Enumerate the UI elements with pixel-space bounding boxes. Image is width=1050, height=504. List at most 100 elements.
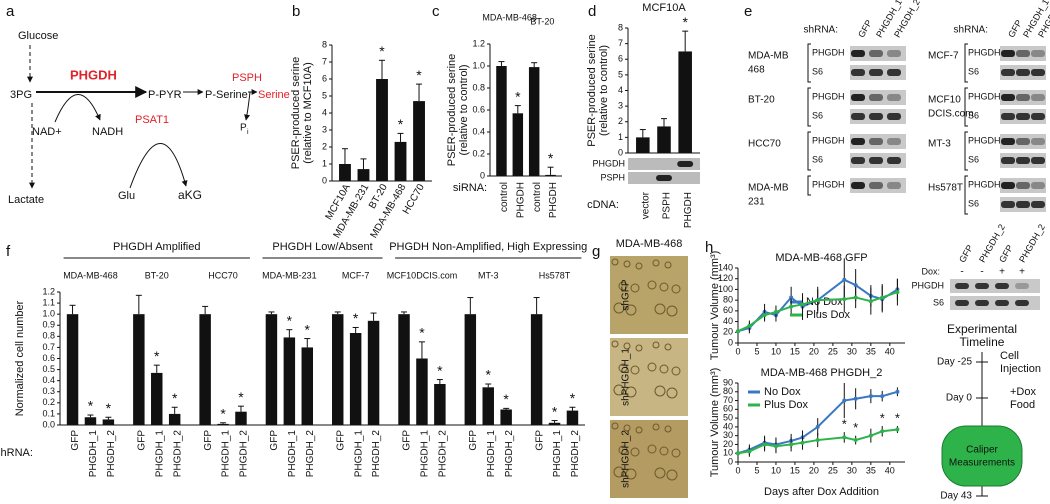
y-tick-label: 20 (723, 327, 733, 337)
blot-band (887, 138, 901, 145)
blot-header: shRNA: (804, 25, 838, 36)
cell (625, 468, 637, 480)
dox-sign: - (960, 267, 963, 278)
bar (283, 337, 296, 425)
y-tick-label: 4 (618, 85, 623, 95)
x-tick-label: 40 (885, 465, 895, 475)
y-axis-label: (relative to MCF10A) (302, 62, 314, 163)
arrow (244, 91, 251, 121)
chart-title: MCF10A (642, 2, 686, 14)
bar (528, 67, 540, 176)
y-tick-label: 0.2 (42, 397, 55, 407)
cell-line: 231 (748, 197, 765, 208)
significance: * (106, 400, 112, 416)
bar (398, 314, 410, 425)
cell (671, 284, 681, 294)
legend-label: No Dox (764, 386, 801, 398)
cell (654, 303, 666, 315)
node: aKG (178, 188, 202, 202)
bracket (807, 43, 811, 83)
blot-band (1016, 50, 1030, 57)
cell (618, 445, 628, 455)
blot-label: PSPH (600, 172, 625, 182)
enzyme: PSAT1 (135, 114, 169, 126)
section-title: PHGDH Amplified (113, 241, 200, 253)
lane-label: PHGDH_2 (1017, 222, 1047, 264)
band-label: PHGDH (968, 179, 1001, 189)
bar (102, 419, 115, 425)
group-label: MT-3 (478, 270, 499, 280)
node: Serine (258, 89, 290, 101)
x-tick-label: GFP (534, 430, 545, 451)
y-tick-label: 0.1 (42, 408, 55, 418)
cell (611, 258, 619, 266)
x-tick-label: PSPH (662, 192, 673, 219)
image-label: shPHGDH_1 (621, 348, 632, 406)
x-tick-label: PHGDH_2 (570, 430, 581, 478)
cell (613, 466, 625, 478)
cell (625, 304, 637, 316)
y-tick-label: 60 (723, 404, 733, 414)
cell (671, 366, 681, 376)
blot-band (851, 113, 865, 120)
band-label: S6 (968, 110, 979, 120)
panel-letter: b (292, 3, 300, 20)
y-tick-label: 1.1 (42, 297, 55, 307)
bracket (964, 131, 968, 171)
node: Lactate (8, 194, 44, 206)
legend-label: Plus Dox (806, 309, 851, 321)
micrograph (610, 420, 688, 498)
blot-band (1016, 182, 1030, 189)
blot-band (1031, 157, 1045, 164)
node: NAD+ (32, 126, 62, 138)
y-axis-label: Normalized cell number (14, 300, 26, 416)
band-label: PHGDH (911, 280, 944, 290)
cell (630, 365, 640, 375)
y-tick-label: 7 (322, 56, 327, 66)
y-tick-label: 10 (723, 448, 733, 458)
x-tick-label: control (532, 182, 543, 212)
blot-band (1016, 138, 1030, 145)
group-label: BT-20 (145, 270, 169, 280)
blot-band (869, 94, 883, 101)
y-axis-label: PSER-produced serine (446, 54, 458, 167)
blot-band (1031, 138, 1045, 145)
bar (301, 347, 314, 425)
y-tick-label: 8 (322, 39, 327, 49)
x-tick-label: 15 (790, 346, 800, 356)
cell (623, 342, 631, 350)
chart-title: MDA-MB-468 GFP (775, 252, 867, 264)
series-line (737, 390, 898, 455)
blot-band (1031, 69, 1045, 76)
bar (548, 422, 561, 425)
blot-band (656, 175, 672, 181)
blot-band (851, 50, 865, 57)
x-axis-label: shRNA: (0, 447, 33, 459)
significance: * (880, 410, 885, 425)
band-label: PHGDH (812, 47, 845, 57)
cell (659, 282, 669, 292)
y-tick-label: 5 (618, 69, 623, 79)
chart-title: MDA-MB-468 PHGDH_2 (761, 367, 883, 379)
cell (618, 281, 628, 291)
y-tick-label: 2 (618, 116, 623, 126)
y-tick-label: 80 (723, 295, 733, 305)
x-tick-label: PHGDH_2 (106, 430, 117, 478)
enzyme: PHGDH (70, 67, 117, 82)
blot-band (1001, 157, 1015, 164)
bar (217, 423, 229, 425)
cell (623, 260, 631, 268)
panel-letter: d (588, 3, 596, 20)
x-tick-label: PHGDH_1 (552, 430, 563, 478)
bracket (807, 175, 811, 196)
x-tick-label: 0 (735, 346, 740, 356)
node: 3PG (10, 89, 32, 101)
significance: * (238, 389, 244, 405)
series-line (737, 291, 898, 333)
blot-band (887, 182, 901, 189)
node: P-PYR (148, 89, 182, 101)
cell (625, 386, 637, 398)
y-tick-label: 4 (322, 107, 327, 117)
y-tick-label: 0.4 (472, 126, 485, 136)
bar (376, 79, 388, 181)
